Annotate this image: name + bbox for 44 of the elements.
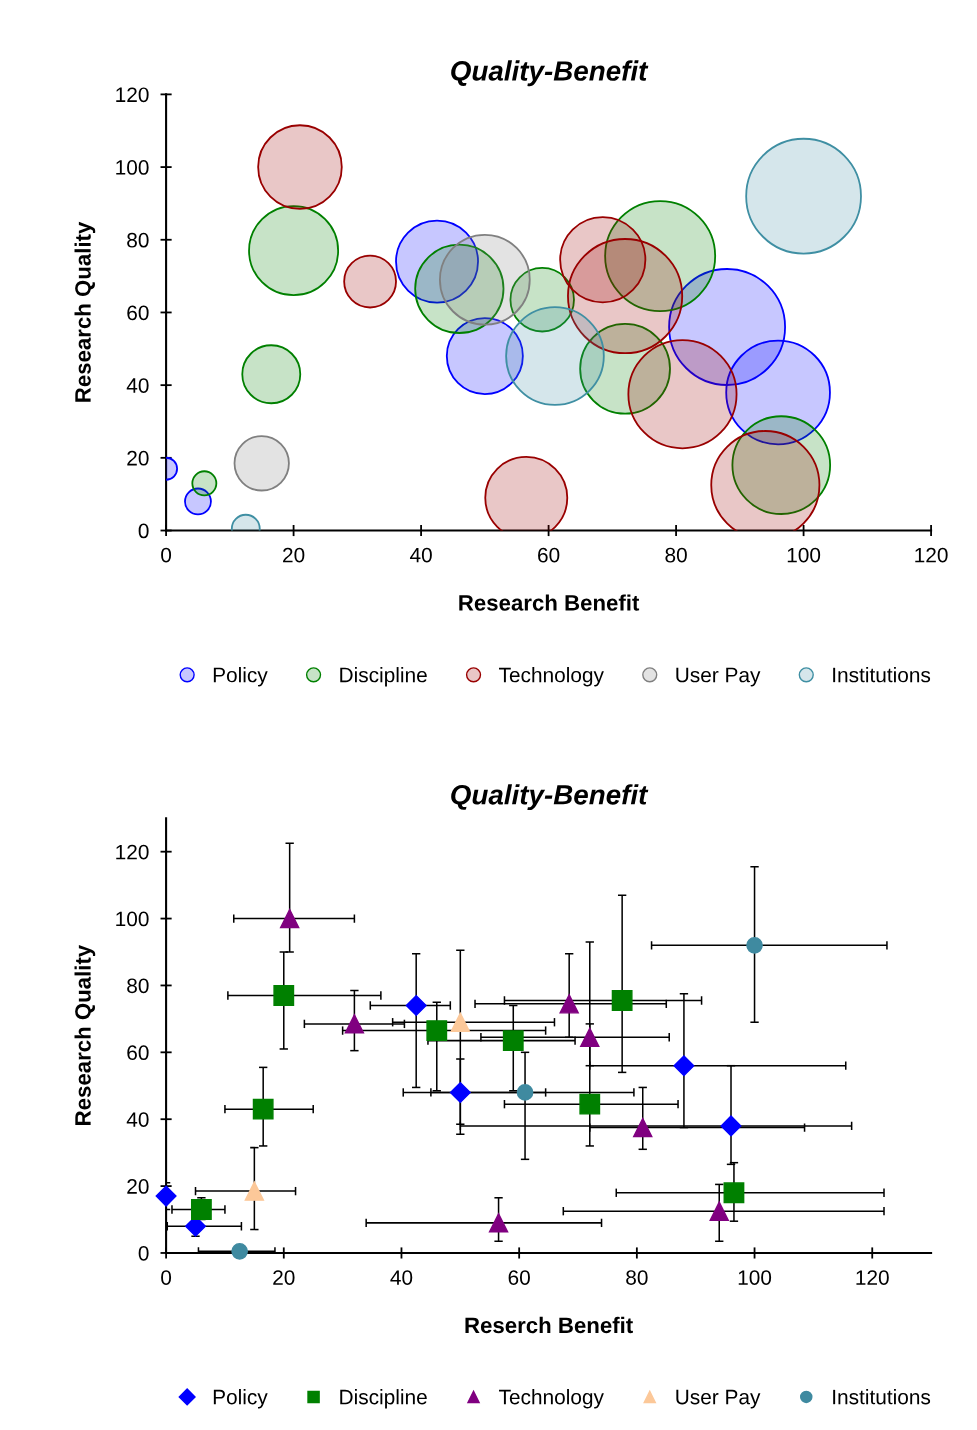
legend-label: Technology bbox=[499, 1389, 604, 1409]
y-tick-label: 120 bbox=[116, 87, 149, 103]
y-tick-label: 80 bbox=[127, 232, 149, 248]
y-tick-label: 0 bbox=[138, 1245, 149, 1261]
x-tick-label: 40 bbox=[390, 1270, 413, 1285]
y-tick-label: 80 bbox=[127, 978, 149, 994]
y-tick-label: 40 bbox=[126, 1112, 149, 1127]
legend-label: Technology bbox=[499, 667, 604, 687]
x-tick-label: 80 bbox=[626, 1270, 648, 1285]
x-tick-label: 60 bbox=[538, 547, 560, 563]
x-tick-label: 80 bbox=[665, 547, 687, 563]
x-tick-label: 100 bbox=[787, 547, 821, 563]
x-tick-label: 40 bbox=[409, 547, 432, 563]
y-tick-label: 100 bbox=[116, 911, 149, 927]
x-tick-label: 120 bbox=[915, 547, 948, 563]
legend-label: Institutions bbox=[833, 1389, 931, 1405]
x-tick-label: 100 bbox=[738, 1270, 772, 1285]
x-tick-label: 0 bbox=[161, 1270, 172, 1285]
legend-label: Policy bbox=[213, 667, 268, 687]
x-axis-title: Reserch Benefit bbox=[465, 1316, 633, 1334]
legend-label: User Pay bbox=[676, 667, 761, 687]
x-tick-label: 0 bbox=[161, 547, 172, 563]
y-tick-label: 20 bbox=[127, 450, 149, 466]
x-tick-label: 60 bbox=[508, 1270, 530, 1285]
x-tick-label: 20 bbox=[273, 1270, 295, 1285]
chart-title: Quality-Benefit bbox=[451, 784, 649, 811]
y-tick-label: 0 bbox=[138, 523, 149, 539]
legend-label: Discipline bbox=[340, 667, 427, 687]
y-tick-label: 100 bbox=[116, 160, 149, 175]
y-tick-label: 120 bbox=[116, 844, 149, 860]
legend-label: Institutions bbox=[833, 667, 931, 683]
legend-label: User Pay bbox=[676, 1389, 761, 1409]
legend-label: Policy bbox=[213, 1389, 268, 1409]
y-tick-label: 20 bbox=[127, 1179, 149, 1194]
y-axis-title: Research Quality bbox=[74, 944, 96, 1125]
y-tick-label: 40 bbox=[126, 378, 149, 393]
x-tick-label: 120 bbox=[856, 1270, 889, 1285]
y-tick-label: 60 bbox=[127, 1045, 149, 1061]
y-axis-title: Research Quality bbox=[74, 221, 96, 402]
y-tick-label: 60 bbox=[127, 305, 149, 321]
legend-label: Discipline bbox=[340, 1389, 427, 1409]
x-axis-title: Research Benefit bbox=[459, 594, 640, 611]
x-tick-label: 20 bbox=[283, 547, 305, 563]
chart-title: Quality-Benefit bbox=[451, 60, 649, 87]
